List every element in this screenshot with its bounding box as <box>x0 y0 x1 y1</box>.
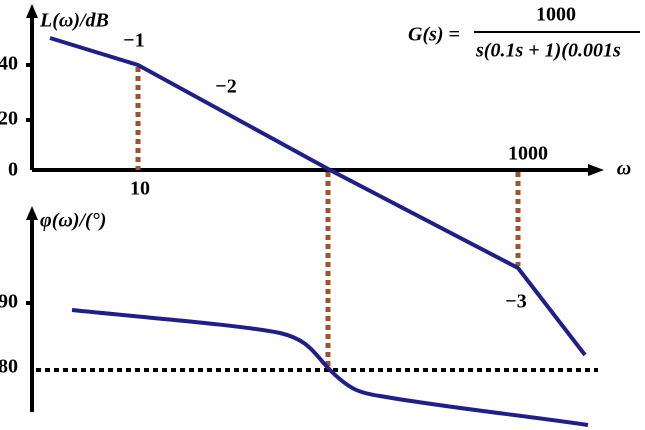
formula-numerator: 1000 <box>536 4 576 26</box>
axis-label: ω <box>617 158 631 180</box>
axis-label: L(ω)/dB <box>39 10 109 32</box>
phase-curve <box>71 308 589 427</box>
magnitude-curve <box>49 36 587 357</box>
axis-label: φ(ω)/(°) <box>40 210 106 232</box>
tick-label: 10 <box>130 178 150 200</box>
tick-label: 1000 <box>508 143 548 165</box>
tick-label: 90 <box>0 291 18 313</box>
formula-lhs: G(s) = <box>408 24 460 46</box>
arrow <box>26 4 38 18</box>
slope-label: −2 <box>215 76 236 98</box>
tick-label: 20 <box>0 108 18 130</box>
slope-label: −1 <box>123 30 144 52</box>
tick-label: 40 <box>0 53 18 75</box>
arrow <box>26 206 38 220</box>
formula-denominator: s(0.1s + 1)(0.001s <box>475 40 621 62</box>
arrow <box>588 164 604 176</box>
tick-label: 80 <box>0 356 18 378</box>
slope-label: −3 <box>505 291 526 313</box>
tick-label: 0 <box>8 159 18 181</box>
